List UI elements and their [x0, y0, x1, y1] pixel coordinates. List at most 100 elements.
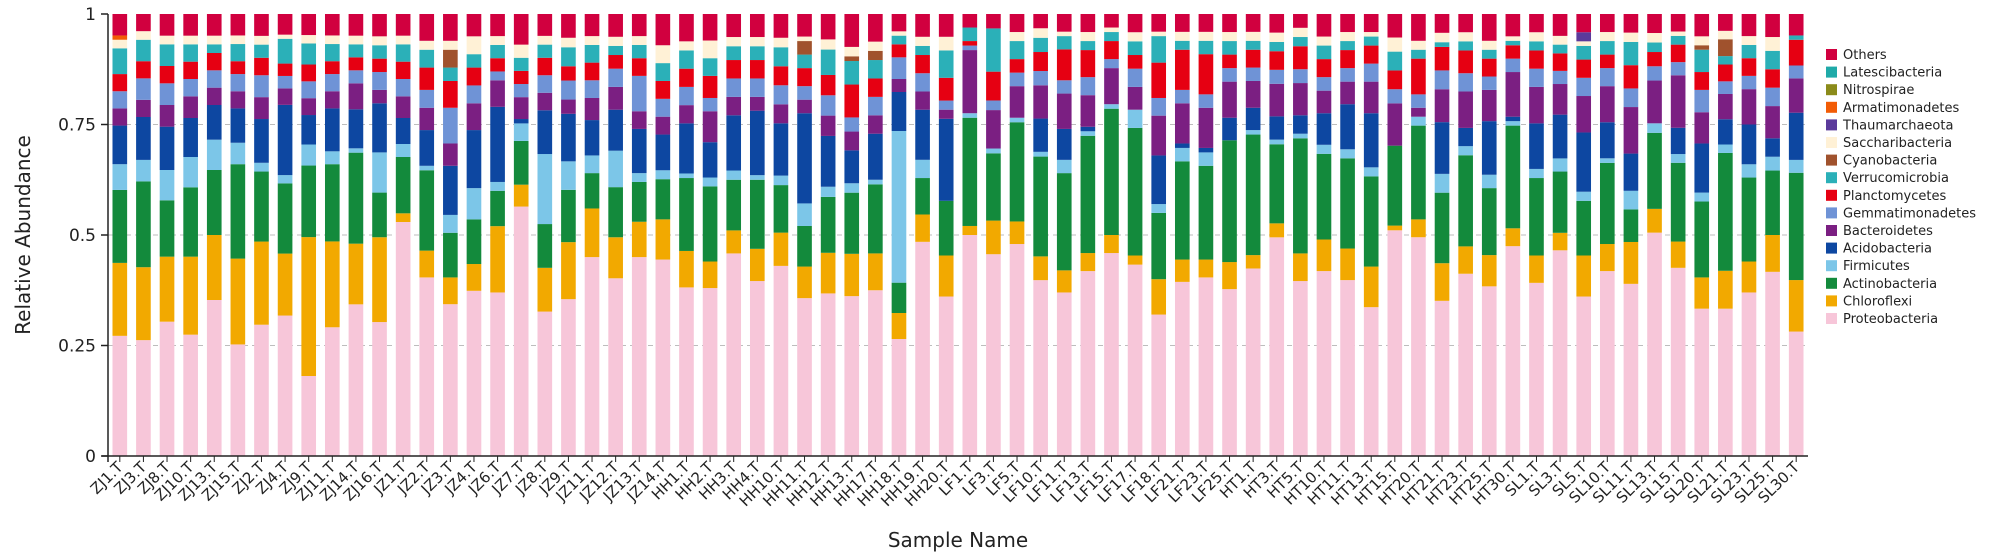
bar-segment-chloroflexi	[1363, 266, 1379, 308]
bar-segment-bacteroidetes	[490, 80, 505, 107]
bar-segment-acidobacteria	[1694, 143, 1710, 193]
bar-segment-firmicutes	[749, 175, 765, 180]
bar-segment-gemmatimonadetes	[1434, 70, 1450, 90]
bar-segment-chloroflexi	[277, 253, 293, 316]
bar-segment-saccharibacteria	[749, 37, 765, 47]
bar-segment-gemmatimonadetes	[726, 78, 742, 97]
y-axis-title: Relative Abundance	[11, 135, 35, 335]
bar-segment-planctomycetes	[868, 78, 883, 97]
legend-swatch-cyanobacteria	[1826, 154, 1837, 166]
bar-segment-gemmatimonadetes	[1718, 81, 1733, 94]
bar-segment-gemmatimonadetes	[513, 84, 529, 98]
bar-segment-acidobacteria	[537, 110, 553, 155]
bar-segment-others	[655, 14, 671, 46]
bar-segment-proteobacteria	[1599, 271, 1615, 456]
bar-segment-actinobacteria	[915, 178, 930, 215]
bar-segment-firmicutes	[891, 131, 907, 283]
bar-segment-gemmatimonadetes	[490, 71, 505, 81]
bar-segment-actinobacteria	[1552, 171, 1568, 233]
bar-segment-gemmatimonadetes	[1670, 62, 1686, 76]
bar-segment-gemmatimonadetes	[1552, 70, 1568, 85]
bar-segment-others	[1765, 14, 1780, 38]
bars	[112, 14, 1804, 456]
bar-segment-planctomycetes	[537, 57, 553, 76]
bar-segment-bacteroidetes	[631, 111, 647, 129]
bar-segment-gemmatimonadetes	[1694, 89, 1710, 113]
bar-segment-acidobacteria	[183, 118, 198, 157]
bar-segment-bacteroidetes	[1198, 107, 1214, 148]
bar-segment-saccharibacteria	[773, 37, 789, 48]
bar-segment-bacteroidetes	[773, 104, 789, 124]
bar-segment-chloroflexi	[1174, 259, 1190, 282]
bar-segment-saccharibacteria	[915, 36, 930, 46]
bar-segment-firmicutes	[702, 177, 718, 187]
bar-segment-proteobacteria	[1741, 292, 1757, 456]
bar-segment-verrucomicrobia	[1788, 35, 1804, 40]
bar-segment-verrucomicrobia	[1623, 41, 1639, 66]
bar-segment-actinobacteria	[1198, 165, 1214, 260]
legend-swatch-gemmatimonadetes	[1826, 207, 1837, 219]
bar-segment-firmicutes	[1127, 109, 1143, 128]
bar-segment-saccharibacteria	[537, 35, 553, 45]
bar-segment-saccharibacteria	[1741, 36, 1757, 45]
bar-segment-bacteroidetes	[277, 88, 293, 105]
bar-segment-bacteroidetes	[443, 143, 458, 166]
bar-segment-actinobacteria	[1056, 173, 1072, 271]
bar-segment-saccharibacteria	[1080, 32, 1096, 42]
legend-label-saccharibacteria: Saccharibacteria	[1843, 136, 1952, 151]
bar-segment-saccharibacteria	[1670, 31, 1686, 36]
bar-segment-planctomycetes	[419, 67, 435, 90]
bar-segment-firmicutes	[797, 203, 812, 226]
bar-segment-saccharibacteria	[1434, 32, 1450, 43]
bar-segment-saccharibacteria	[797, 36, 812, 42]
bar-segment-verrucomicrobia	[726, 46, 742, 61]
bar-segment-gemmatimonadetes	[1599, 68, 1615, 87]
bar-segment-chloroflexi	[1718, 270, 1733, 309]
bar-segment-actinobacteria	[820, 196, 836, 253]
bar-segment-actinobacteria	[513, 140, 529, 185]
bar-segment-proteobacteria	[1363, 307, 1379, 456]
bar-segment-acidobacteria	[1458, 127, 1473, 147]
bar-segment-actinobacteria	[1174, 161, 1190, 260]
bar-segment-chloroflexi	[301, 237, 317, 377]
axes	[102, 14, 1808, 462]
bar-segment-gemmatimonadetes	[584, 80, 600, 98]
bar-segment-actinobacteria	[372, 192, 387, 238]
bar-segment-others	[844, 14, 860, 47]
bar-segment-actinobacteria	[1340, 158, 1355, 249]
bar-segment-others	[513, 14, 529, 45]
bar-segment-saccharibacteria	[1222, 32, 1237, 42]
bar-segment-others	[868, 14, 883, 42]
bar-segment-bacteroidetes	[702, 111, 718, 143]
bar-segment-actinobacteria	[962, 117, 978, 226]
bar-segment-verrucomicrobia	[679, 50, 694, 69]
bar-segment-saccharibacteria	[1127, 32, 1143, 42]
bar-segment-bacteroidetes	[1718, 93, 1733, 120]
bar-segment-actinobacteria	[1104, 108, 1119, 235]
bar-segment-verrucomicrobia	[797, 54, 812, 69]
bar-segment-firmicutes	[1647, 123, 1662, 133]
bar-segment-gemmatimonadetes	[348, 70, 364, 84]
bar-segment-verrucomicrobia	[206, 44, 222, 53]
bar-segment-verrucomicrobia	[986, 28, 1001, 72]
bar-segment-verrucomicrobia	[962, 27, 978, 42]
bar-segment-verrucomicrobia	[1080, 41, 1096, 51]
bar-segment-others	[1363, 14, 1379, 33]
bar-segment-bacteroidetes	[395, 96, 411, 118]
bar-segment-acidobacteria	[1222, 117, 1237, 141]
bar-segment-verrucomicrobia	[112, 48, 128, 75]
bar-segment-planctomycetes	[655, 80, 671, 99]
bar-segment-acidobacteria	[136, 116, 151, 160]
bar-segment-acidobacteria	[1576, 132, 1592, 192]
bar-segment-chloroflexi	[749, 248, 765, 282]
bar-segment-acidobacteria	[631, 128, 647, 174]
legend-label-cyanobacteria: Cyanobacteria	[1843, 154, 1937, 169]
bar-segment-actinobacteria	[136, 181, 151, 268]
bar-segment-chloroflexi	[1198, 259, 1214, 278]
legend: Others Latescibacteria Nitrospirae Armatimo…	[1826, 48, 1976, 327]
bar-segment-chloroflexi	[962, 225, 978, 235]
bar-segment-planctomycetes	[938, 77, 954, 101]
bar-segment-others	[1411, 14, 1426, 41]
bar-segment-others	[1080, 14, 1096, 33]
bar-segment-planctomycetes	[277, 63, 293, 76]
